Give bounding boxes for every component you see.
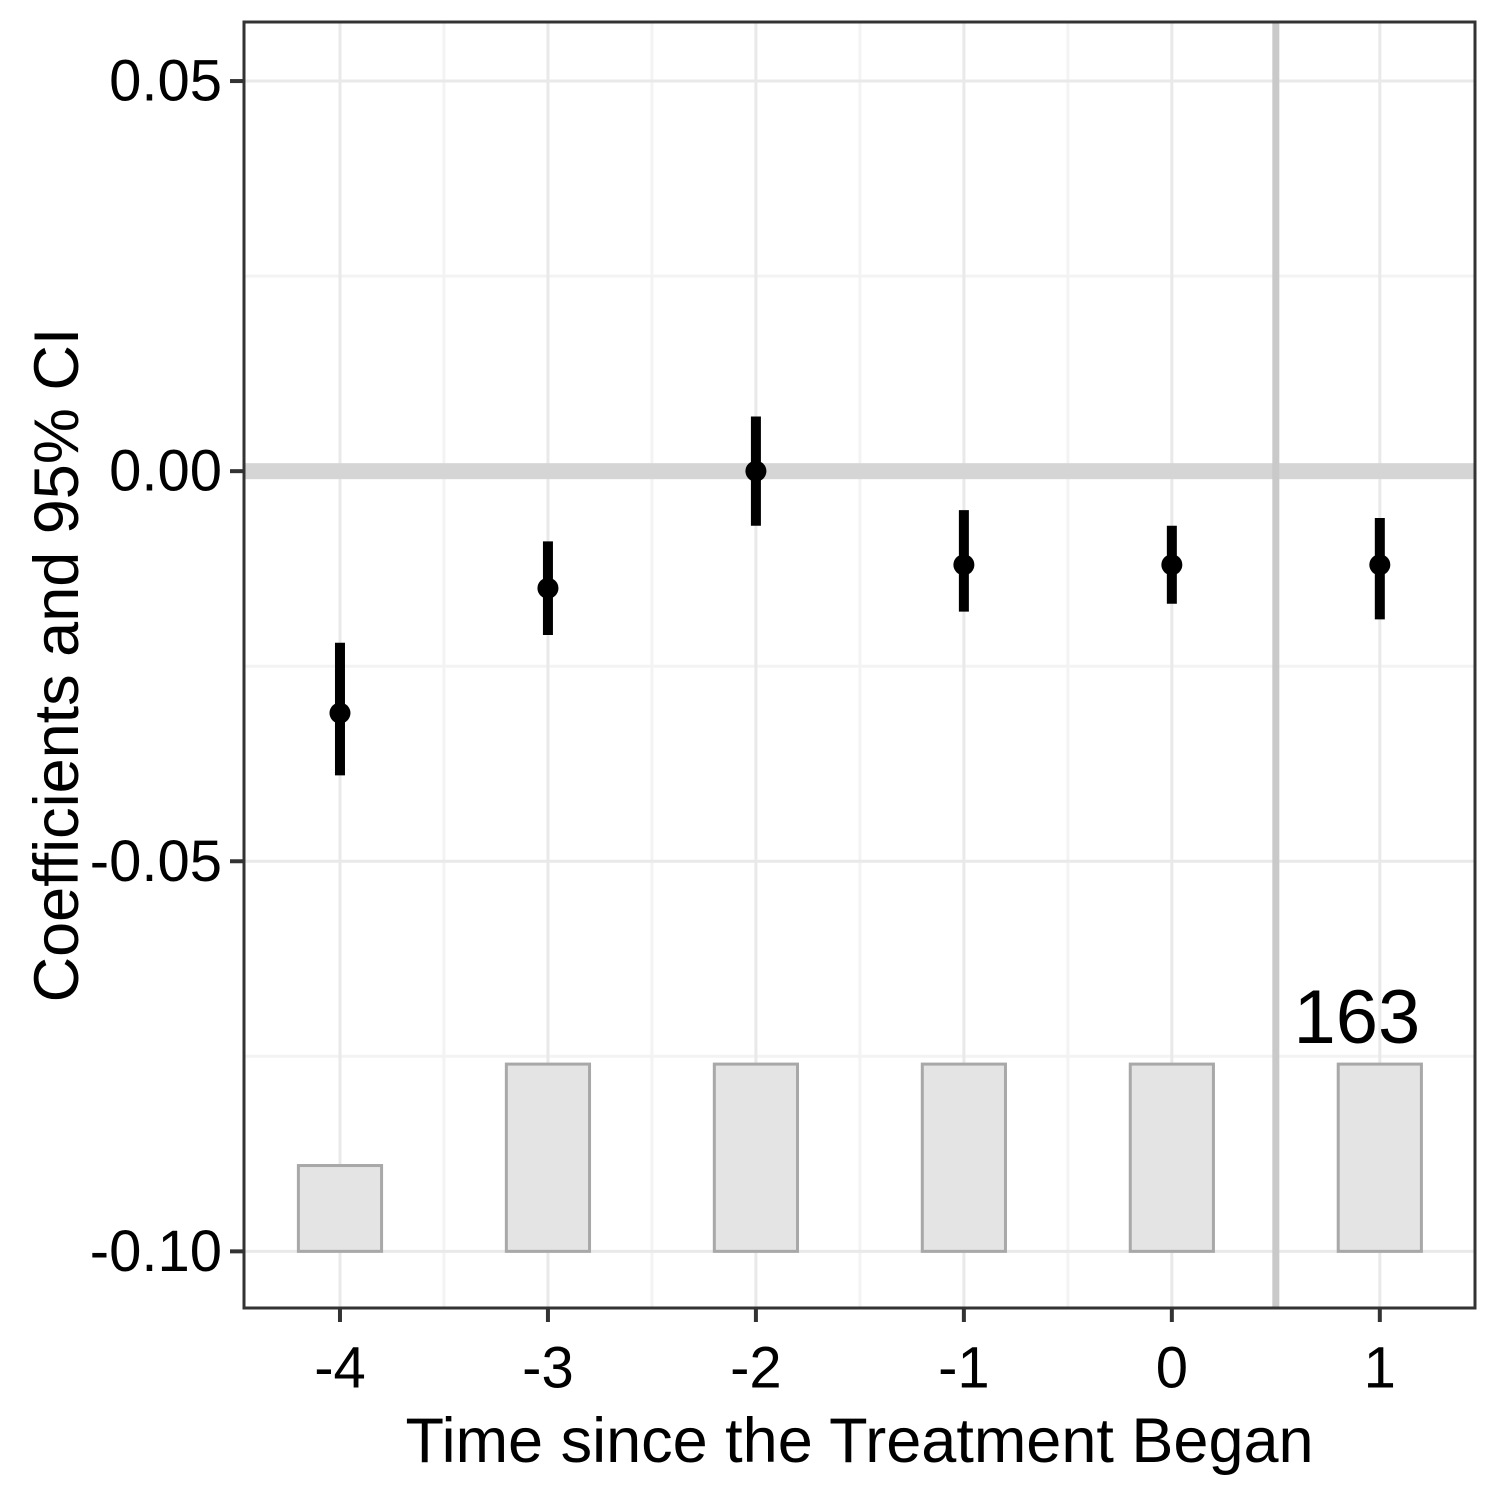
- histogram-bar: [712, 1062, 800, 1253]
- histogram-bar: [1336, 1062, 1423, 1253]
- coefficient-point: [1161, 554, 1183, 576]
- histogram-bar: [296, 1164, 384, 1253]
- y-tick-label: -0.05: [90, 829, 222, 894]
- histogram-bar: [504, 1062, 592, 1253]
- coefficient-point: [953, 554, 975, 576]
- zero-reference-band: [244, 463, 1475, 480]
- y-tick-label: 0.00: [109, 439, 222, 504]
- histogram-bar: [1128, 1062, 1215, 1253]
- y-tick-label: -0.10: [90, 1219, 222, 1284]
- count-annotation: 163: [1294, 975, 1421, 1060]
- y-tick-label: 0.05: [109, 49, 222, 114]
- x-axis-title: Time since the Treatment Began: [405, 1406, 1313, 1476]
- x-tick-label: 1: [1364, 1336, 1396, 1401]
- panel-border: [242, 20, 1477, 1310]
- x-tick-label: -4: [314, 1336, 366, 1401]
- x-tick-label: -2: [730, 1336, 782, 1401]
- coefficient-point: [1369, 554, 1391, 576]
- histogram-bar: [920, 1062, 1007, 1253]
- coefficient-point: [329, 702, 351, 724]
- x-tick-label: -1: [938, 1336, 990, 1401]
- coefficient-point: [745, 460, 767, 482]
- coefficient-point: [537, 577, 559, 599]
- y-axis-title: Coefficients and 95% CI: [22, 328, 92, 1003]
- x-tick-label: 0: [1156, 1336, 1188, 1401]
- x-tick-label: -3: [522, 1336, 574, 1401]
